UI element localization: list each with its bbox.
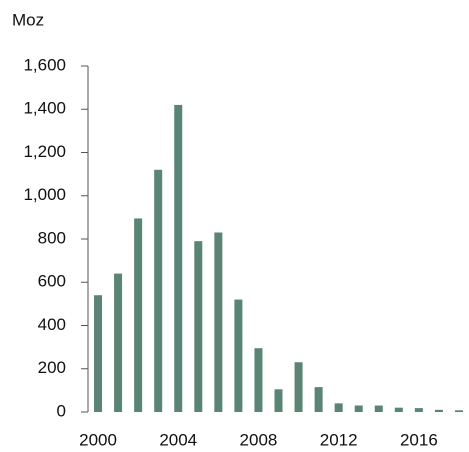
y-tick-label: 600 xyxy=(38,272,66,291)
bar xyxy=(134,218,143,412)
x-tick-label: 2004 xyxy=(159,430,197,449)
bar xyxy=(234,299,243,412)
bar xyxy=(214,232,223,412)
bar xyxy=(394,407,403,412)
y-tick-label: 400 xyxy=(38,315,66,334)
x-tick-label: 2008 xyxy=(240,430,278,449)
bar xyxy=(374,405,383,412)
y-tick-label: 1,400 xyxy=(23,99,66,118)
bar xyxy=(294,362,303,412)
y-tick-label: 1,600 xyxy=(23,55,66,74)
bar xyxy=(354,405,363,412)
x-tick-label: 2000 xyxy=(79,430,117,449)
bar xyxy=(454,410,463,412)
y-tick-label: 1,200 xyxy=(23,142,66,161)
bar xyxy=(94,295,103,412)
y-axis-label: Moz xyxy=(12,10,44,29)
bar xyxy=(114,273,123,412)
bar xyxy=(314,387,323,412)
x-tick-label: 2016 xyxy=(400,430,438,449)
y-tick-label: 800 xyxy=(38,228,66,247)
bar xyxy=(154,169,163,412)
bar xyxy=(254,348,263,412)
bar xyxy=(274,389,283,412)
bar xyxy=(174,104,183,413)
bar xyxy=(434,409,443,412)
y-tick-label: 200 xyxy=(38,358,66,377)
x-tick-label: 2012 xyxy=(320,430,358,449)
bar xyxy=(414,408,423,412)
y-tick-label: 0 xyxy=(57,401,66,420)
bar xyxy=(194,241,203,412)
bar xyxy=(334,403,343,412)
y-tick-label: 1,000 xyxy=(23,185,66,204)
